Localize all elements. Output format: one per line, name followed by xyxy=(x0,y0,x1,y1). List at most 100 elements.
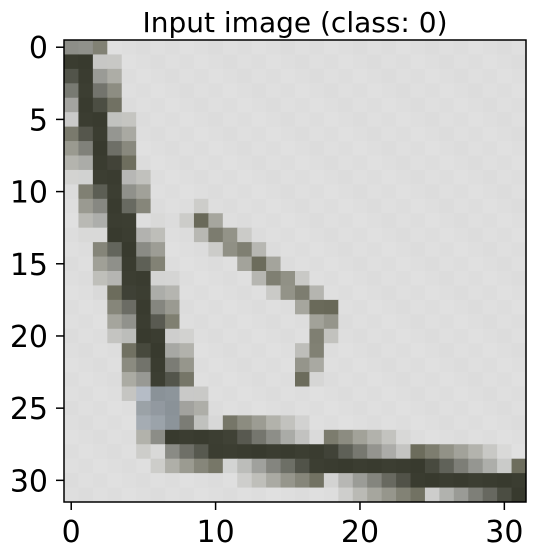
image-pixel xyxy=(338,184,354,200)
image-pixel xyxy=(295,314,310,330)
image-pixel xyxy=(367,271,383,286)
image-pixel xyxy=(424,54,440,70)
image-pixel xyxy=(367,126,383,142)
image-pixel xyxy=(511,415,527,431)
image-pixel xyxy=(165,299,180,315)
image-pixel xyxy=(367,169,383,185)
image-pixel xyxy=(309,357,325,373)
image-pixel xyxy=(208,271,224,286)
image-pixel xyxy=(323,386,339,402)
image-pixel xyxy=(410,271,426,286)
image-pixel xyxy=(179,328,195,344)
image-pixel xyxy=(78,97,94,113)
image-pixel xyxy=(410,169,426,185)
image-pixel xyxy=(92,285,108,301)
image-pixel xyxy=(121,141,137,156)
image-pixel xyxy=(396,169,411,185)
image-pixel xyxy=(381,40,397,55)
image-pixel xyxy=(251,299,267,315)
image-pixel xyxy=(338,343,354,359)
image-pixel xyxy=(468,256,484,272)
y-tick-label: 5 xyxy=(29,103,48,138)
image-pixel xyxy=(92,40,108,55)
image-pixel xyxy=(78,83,94,99)
image-pixel xyxy=(179,429,195,445)
image-pixel xyxy=(468,169,484,185)
image-pixel xyxy=(352,357,368,373)
image-pixel xyxy=(136,271,152,286)
image-pixel xyxy=(165,213,180,229)
image-pixel xyxy=(352,386,368,402)
image-pixel xyxy=(193,372,209,387)
image-pixel xyxy=(121,242,137,258)
image-pixel xyxy=(165,83,180,99)
image-pixel xyxy=(150,227,166,243)
image-pixel xyxy=(150,386,166,402)
image-pixel xyxy=(78,357,94,373)
image-pixel xyxy=(497,213,513,229)
image-pixel xyxy=(193,400,209,416)
image-pixel xyxy=(251,487,267,503)
image-pixel xyxy=(208,40,224,55)
image-pixel xyxy=(453,299,469,315)
image-pixel xyxy=(453,458,469,474)
image-pixel xyxy=(150,112,166,128)
image-pixel xyxy=(410,285,426,301)
image-pixel xyxy=(482,487,498,503)
image-pixel xyxy=(367,256,383,272)
image-pixel xyxy=(424,357,440,373)
image-pixel xyxy=(107,256,123,272)
image-pixel xyxy=(482,328,498,344)
image-pixel xyxy=(468,126,484,142)
image-pixel xyxy=(136,242,152,258)
image-pixel xyxy=(266,487,282,503)
image-pixel xyxy=(251,242,267,258)
image-pixel xyxy=(251,213,267,229)
image-pixel xyxy=(439,429,455,445)
image-pixel xyxy=(280,112,296,128)
image-pixel xyxy=(150,126,166,142)
image-pixel xyxy=(121,112,137,128)
image-pixel xyxy=(78,271,94,286)
image-pixel xyxy=(193,458,209,474)
image-pixel xyxy=(410,256,426,272)
image-pixel xyxy=(150,458,166,474)
image-pixel xyxy=(179,473,195,489)
image-pixel xyxy=(107,343,123,359)
image-pixel xyxy=(381,213,397,229)
image-pixel xyxy=(208,242,224,258)
image-pixel xyxy=(468,112,484,128)
image-pixel xyxy=(266,386,282,402)
image-pixel xyxy=(64,314,79,330)
image-pixel xyxy=(107,97,123,113)
image-pixel xyxy=(482,386,498,402)
image-pixel xyxy=(497,429,513,445)
image-pixel xyxy=(107,386,123,402)
image-pixel xyxy=(150,343,166,359)
image-pixel xyxy=(107,54,123,70)
image-pixel xyxy=(208,184,224,200)
image-pixel xyxy=(410,473,426,489)
image-pixel xyxy=(338,473,354,489)
image-pixel xyxy=(396,487,411,503)
image-pixel xyxy=(453,227,469,243)
image-pixel xyxy=(295,40,310,55)
image-pixel xyxy=(453,169,469,185)
image-pixel xyxy=(208,314,224,330)
image-pixel xyxy=(150,40,166,55)
image-pixel xyxy=(251,112,267,128)
image-pixel xyxy=(323,112,339,128)
image-pixel xyxy=(396,97,411,113)
image-pixel xyxy=(136,343,152,359)
image-pixel xyxy=(208,68,224,84)
image-pixel xyxy=(280,400,296,416)
image-pixel xyxy=(92,112,108,128)
image-pixel xyxy=(222,141,238,156)
image-pixel xyxy=(410,487,426,503)
image-pixel xyxy=(136,400,152,416)
image-pixel xyxy=(136,112,152,128)
image-pixel xyxy=(193,213,209,229)
image-pixel xyxy=(150,242,166,258)
image-pixel xyxy=(453,473,469,489)
image-pixel xyxy=(439,242,455,258)
